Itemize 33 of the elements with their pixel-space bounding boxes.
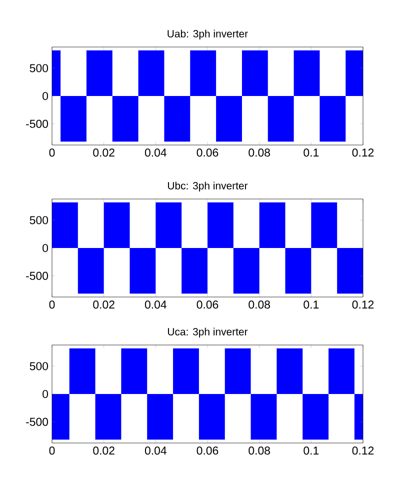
x-tick-label: 0.08 — [248, 300, 270, 309]
x-tick-label: 0 — [49, 446, 55, 455]
x-tick-label: 0.1 — [304, 446, 319, 455]
y-tick-label: 500 — [30, 64, 48, 72]
y-tick-label: 0 — [42, 244, 48, 252]
x-tick-label: 0 — [49, 148, 55, 157]
x-tick-label: 0.02 — [93, 446, 114, 455]
x-tick-label: 0.08 — [248, 446, 270, 455]
y-tick-label: 0 — [42, 92, 48, 100]
y-tick-label: 0 — [42, 390, 48, 398]
x-tick-label: 0.04 — [144, 300, 166, 309]
y-tick-label: -500 — [26, 120, 48, 128]
y-tick-label: 500 — [30, 216, 48, 224]
x-tick-label: 0.1 — [304, 300, 319, 309]
x-tick-label: 0.12 — [352, 300, 374, 309]
x-tick-label: 0.04 — [144, 148, 166, 157]
x-tick-label: 0.12 — [352, 446, 374, 455]
x-tick-label: 0 — [49, 300, 55, 309]
x-tick-label: 0.06 — [196, 300, 218, 309]
x-tick-label: 0.1 — [304, 148, 319, 157]
y-tick-label: -500 — [26, 418, 48, 426]
y-tick-label: -500 — [26, 272, 48, 280]
x-tick-label: 0.06 — [196, 446, 218, 455]
x-tick-label: 0.02 — [93, 148, 114, 157]
x-tick-label: 0.02 — [93, 300, 114, 309]
y-tick-label: 500 — [30, 362, 48, 370]
chart-title: Uca: 3ph inverter — [168, 328, 248, 338]
x-tick-label: 0.12 — [352, 148, 374, 157]
x-tick-label: 0.04 — [144, 446, 166, 455]
chart-title: Ubc: 3ph inverter — [168, 182, 248, 192]
x-tick-label: 0.08 — [248, 148, 270, 157]
x-tick-label: 0.06 — [196, 148, 218, 157]
chart-title: Uab: 3ph inverter — [168, 30, 248, 40]
